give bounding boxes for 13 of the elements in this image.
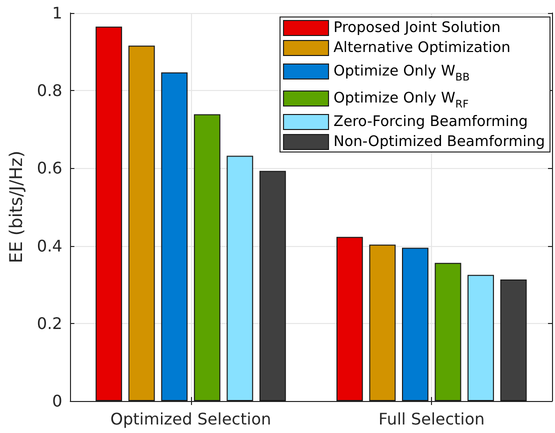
legend-label: Non-Optimized Beamforming <box>334 134 545 150</box>
y-tick-label: 0.2 <box>36 314 62 333</box>
y-tick-label: 0.6 <box>36 158 62 178</box>
y-tick-label: 0.8 <box>36 81 62 100</box>
legend-label: Zero-Forcing Beamforming <box>334 114 528 130</box>
legend-label: Alternative Optimization <box>334 40 510 56</box>
y-tick-label: 0.4 <box>36 236 62 256</box>
y-axis-title: EE (bits/J/Hz) <box>7 150 27 264</box>
y-tick-label: 0 <box>52 392 62 410</box>
x-tick-label: Optimized Selection <box>110 410 272 428</box>
y-tick-label: 1 <box>52 4 62 22</box>
legend-label: Proposed Joint Solution <box>334 20 501 36</box>
x-tick-label: Full Selection <box>378 410 485 428</box>
